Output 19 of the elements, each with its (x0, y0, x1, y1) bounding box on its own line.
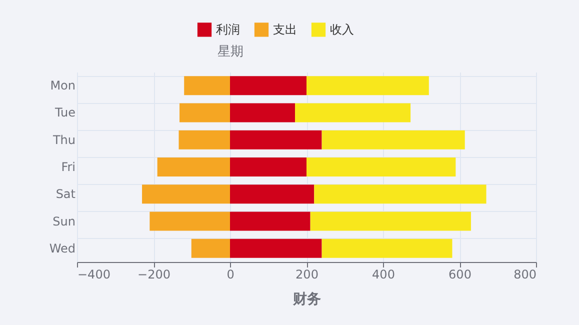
y-axis-title: 星期 (218, 44, 244, 60)
y-tick-label: Fri (61, 160, 76, 174)
x-tick-label: 600 (448, 268, 472, 282)
y-tick-label: Sat (56, 187, 76, 202)
y-tick-label: Wed (49, 241, 76, 256)
y-tick-label: Tue (54, 106, 76, 120)
legend-label: 支出 (273, 22, 297, 37)
y-tick-label: Thu (52, 132, 76, 147)
x-tick-label: 200 (296, 268, 318, 282)
x-axis-title: 财务 (292, 292, 321, 308)
x-tick-label: 400 (372, 268, 395, 282)
x-tick-label: −200 (138, 268, 170, 282)
x-tick-label: 0 (226, 268, 234, 282)
legend-label: 收入 (330, 22, 354, 37)
legend-label: 利润 (216, 22, 240, 37)
x-tick-label: 800 (514, 268, 536, 282)
x-tick-label: −400 (78, 268, 110, 282)
y-tick-label: Mon (50, 78, 76, 93)
y-tick-label: Sun (52, 214, 76, 228)
